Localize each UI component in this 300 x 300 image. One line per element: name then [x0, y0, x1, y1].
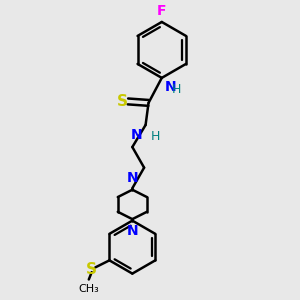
Text: N: N: [131, 128, 142, 142]
Text: S: S: [117, 94, 128, 109]
Text: S: S: [86, 262, 97, 277]
Text: N: N: [127, 171, 138, 185]
Text: N: N: [165, 80, 176, 94]
Text: CH₃: CH₃: [78, 284, 99, 294]
Text: H: H: [172, 83, 182, 96]
Text: H: H: [150, 130, 160, 143]
Text: F: F: [157, 4, 166, 18]
Text: N: N: [127, 224, 138, 238]
